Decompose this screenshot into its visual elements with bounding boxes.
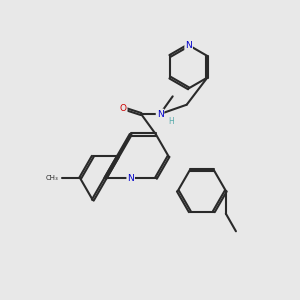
Text: O: O xyxy=(120,104,127,113)
Text: N: N xyxy=(157,110,164,118)
Text: N: N xyxy=(127,174,134,183)
Text: H: H xyxy=(169,117,174,126)
Text: N: N xyxy=(185,41,192,50)
Text: CH₃: CH₃ xyxy=(45,175,58,181)
